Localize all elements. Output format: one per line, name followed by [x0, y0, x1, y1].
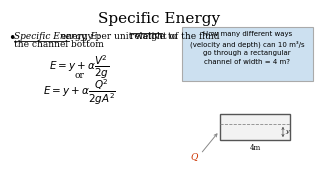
Bar — [220, 114, 290, 140]
Text: Specific Energy: Specific Energy — [98, 12, 220, 26]
Text: 4m: 4m — [250, 144, 261, 152]
Text: Specific Energy, E:: Specific Energy, E: — [14, 32, 100, 41]
Text: energy per unit weight of the fluid: energy per unit weight of the fluid — [58, 32, 222, 41]
Text: How many different ways
(velocity and depth) can 10 m³/s
go through a rectangula: How many different ways (velocity and de… — [190, 31, 305, 64]
Text: y: y — [285, 129, 288, 134]
Text: $E = y + \alpha\dfrac{V^2}{2g}$: $E = y + \alpha\dfrac{V^2}{2g}$ — [49, 54, 109, 81]
Text: the channel bottom: the channel bottom — [14, 40, 104, 49]
Text: •: • — [8, 32, 15, 45]
Text: relative to: relative to — [130, 32, 177, 41]
Text: Q: Q — [191, 152, 198, 161]
Text: $E = y + \alpha\dfrac{Q^2}{2gA^2}$: $E = y + \alpha\dfrac{Q^2}{2gA^2}$ — [43, 77, 116, 107]
Text: or: or — [75, 71, 84, 80]
FancyBboxPatch shape — [182, 27, 313, 81]
